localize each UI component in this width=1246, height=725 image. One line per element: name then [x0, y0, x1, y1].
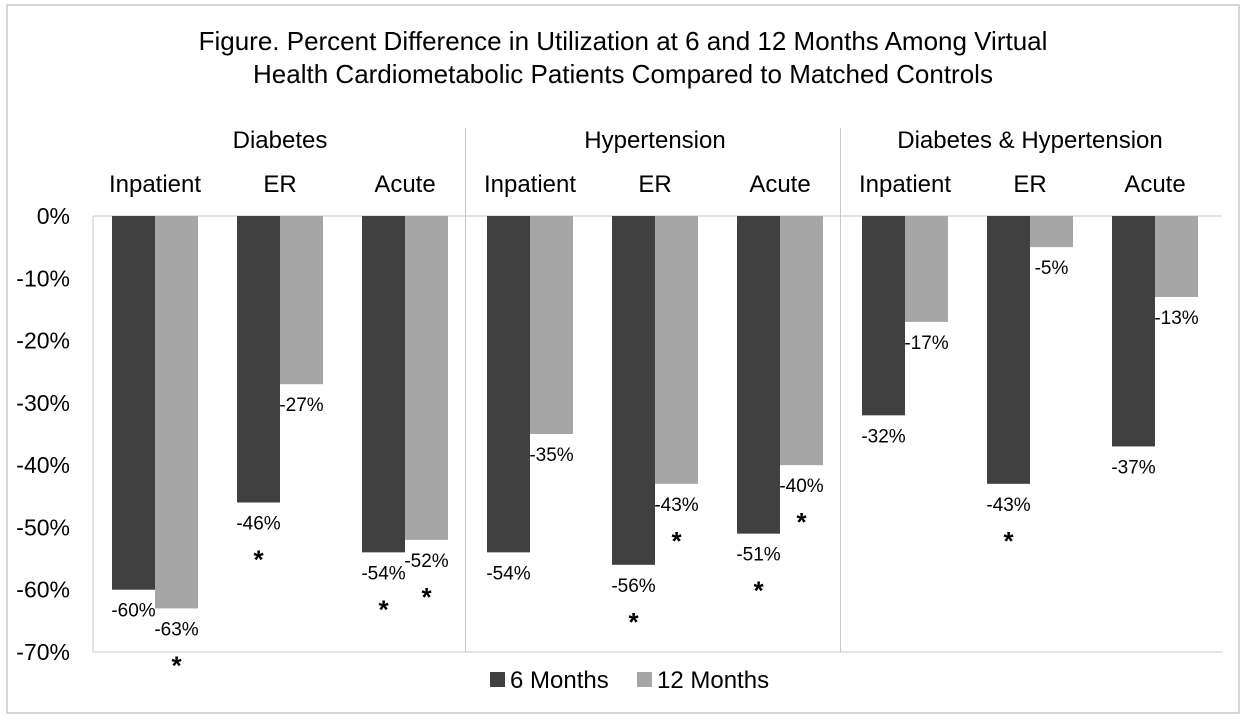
legend-label-12-months: 12 Months: [657, 667, 769, 694]
data-label: -17%: [904, 333, 948, 354]
legend: 6 Months 12 Months: [490, 667, 769, 694]
bar-12-months: [1030, 216, 1073, 248]
y-tick-label: -30%: [16, 390, 70, 416]
data-label: -27%: [279, 395, 323, 416]
y-tick-label: 0%: [37, 203, 70, 229]
y-tick-label: -50%: [16, 514, 70, 540]
y-tick-label: -60%: [16, 577, 70, 603]
y-tick-label: -20%: [16, 328, 70, 354]
group-label: Diabetes & Hypertension: [897, 127, 1162, 154]
data-label: -37%: [1111, 457, 1155, 478]
legend-swatch-6-months: [490, 672, 505, 687]
bar-6-months: [612, 216, 655, 565]
category-label: Acute: [749, 171, 810, 198]
data-label: -13%: [1154, 308, 1198, 329]
y-tick-label: -40%: [16, 452, 70, 478]
legend-label-6-months: 6 Months: [510, 667, 609, 694]
category-label: Inpatient: [484, 171, 576, 198]
bar-6-months: [112, 216, 155, 590]
bar-12-months: [405, 216, 448, 540]
data-label: -56%: [611, 576, 655, 597]
bar-12-months: [280, 216, 323, 385]
bar-6-months: [487, 216, 530, 553]
category-label: Inpatient: [109, 171, 201, 198]
data-label: -46%: [236, 514, 280, 535]
bar-12-months: [780, 216, 823, 466]
data-label: -63%: [154, 619, 198, 640]
significance-marker: *: [253, 545, 264, 575]
category-label: ER: [638, 171, 671, 198]
bar-6-months: [862, 216, 905, 416]
category-label: ER: [1013, 171, 1046, 198]
category-label: Acute: [1124, 171, 1185, 198]
significance-marker: *: [753, 576, 764, 606]
data-label: -43%: [654, 495, 698, 516]
bar-6-months: [362, 216, 405, 553]
legend-swatch-12-months: [637, 672, 652, 687]
bar-6-months: [237, 216, 280, 503]
y-tick-label: -10%: [16, 265, 70, 291]
data-label: -40%: [779, 476, 823, 497]
category-label: ER: [263, 171, 296, 198]
significance-marker: *: [796, 507, 807, 537]
data-label: -60%: [111, 601, 155, 622]
significance-marker: *: [378, 594, 389, 624]
group-label: Diabetes: [233, 127, 328, 154]
bar-6-months: [737, 216, 780, 534]
data-label: -32%: [861, 426, 905, 447]
chart-title-line-1: Figure. Percent Difference in Utilizatio…: [199, 26, 1048, 56]
bar-12-months: [655, 216, 698, 484]
bar-6-months: [1112, 216, 1155, 447]
bar-12-months: [530, 216, 573, 434]
data-label: -52%: [404, 551, 448, 572]
group-label: Hypertension: [584, 127, 725, 154]
data-label: -54%: [486, 563, 530, 584]
data-label: -51%: [736, 545, 780, 566]
bar-12-months: [905, 216, 948, 322]
bar-6-months: [987, 216, 1030, 484]
data-label: -35%: [529, 445, 573, 466]
category-label: Inpatient: [859, 171, 951, 198]
data-label: -5%: [1035, 258, 1069, 279]
bar-12-months: [1155, 216, 1198, 297]
significance-marker: *: [1003, 526, 1014, 556]
data-label: -43%: [986, 495, 1030, 516]
significance-marker: *: [171, 650, 182, 680]
bar-12-months: [155, 216, 198, 609]
plot-area: 0% -10% -20% -30% -40% -50% -60% -70% Diabetes In…: [16, 127, 1222, 680]
significance-marker: *: [421, 582, 432, 612]
data-label: -54%: [361, 563, 405, 584]
significance-marker: *: [628, 607, 639, 637]
y-tick-label: -70%: [16, 639, 70, 665]
chart-title-line-2: Health Cardiometabolic Patients Compared…: [253, 59, 993, 89]
significance-marker: *: [671, 526, 682, 556]
category-label: Acute: [374, 171, 435, 198]
